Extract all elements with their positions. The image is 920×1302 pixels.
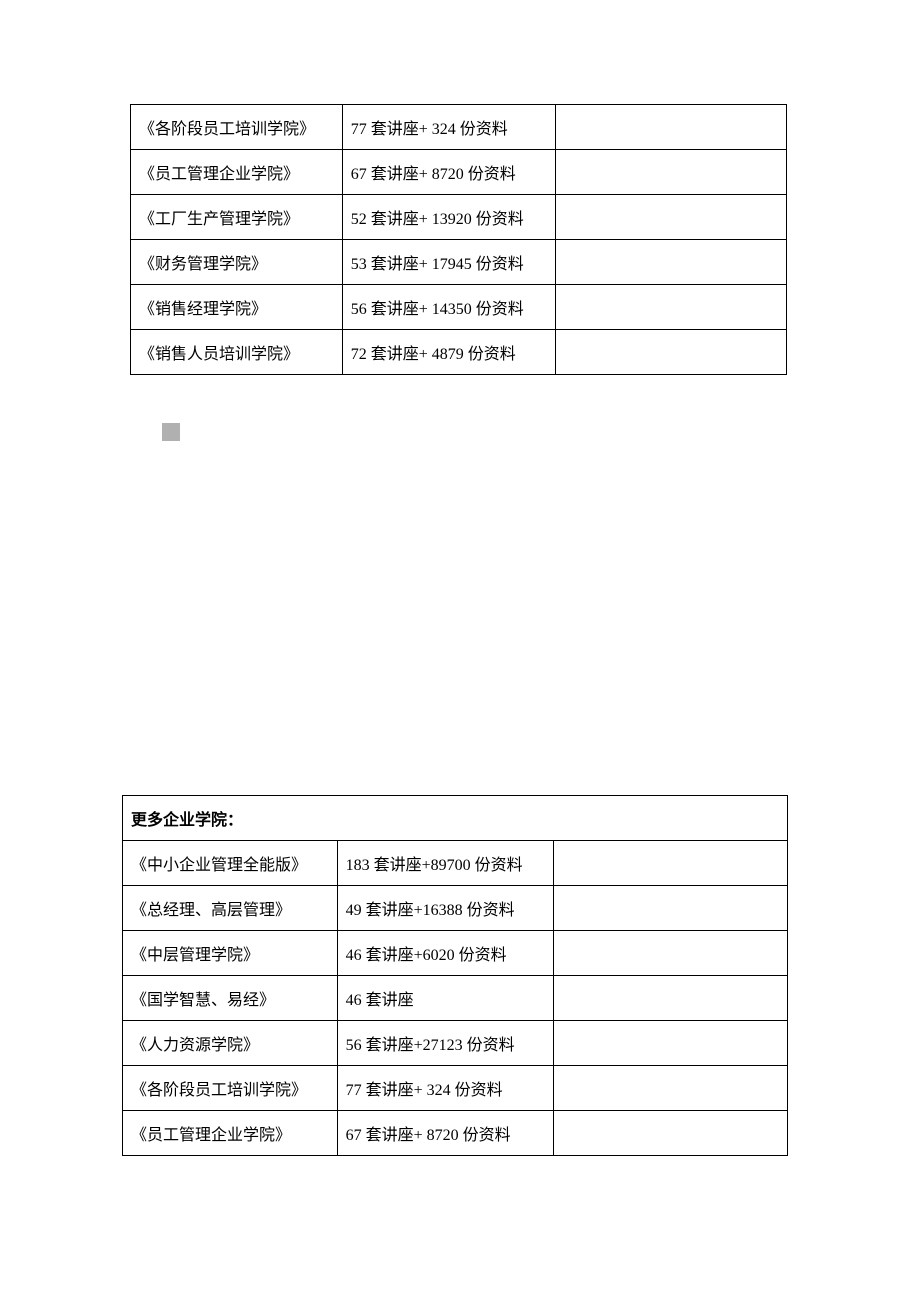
table-row: 《员工管理企业学院》 67 套讲座+ 8720 份资料 [123, 1111, 788, 1156]
table-row: 《中小企业管理全能版》 183 套讲座+89700 份资料 [123, 841, 788, 886]
course-table-1: 《各阶段员工培训学院》 77 套讲座+ 324 份资料 《员工管理企业学院》 6… [130, 104, 787, 375]
course-extra-cell [554, 886, 788, 931]
table-1-body: 《各阶段员工培训学院》 77 套讲座+ 324 份资料 《员工管理企业学院》 6… [131, 105, 787, 375]
course-extra-cell [556, 150, 787, 195]
course-content-cell: 53 套讲座+ 17945 份资料 [342, 240, 556, 285]
square-marker-icon [162, 423, 180, 441]
course-extra-cell [554, 1111, 788, 1156]
table-row: 《员工管理企业学院》 67 套讲座+ 8720 份资料 [131, 150, 787, 195]
table-row: 《国学智慧、易经》 46 套讲座 [123, 976, 788, 1021]
course-name-cell: 《销售经理学院》 [131, 285, 343, 330]
course-extra-cell [554, 976, 788, 1021]
course-name-cell: 《销售人员培训学院》 [131, 330, 343, 375]
course-extra-cell [556, 330, 787, 375]
course-extra-cell [556, 195, 787, 240]
course-content-cell: 77 套讲座+ 324 份资料 [337, 1066, 554, 1111]
table-row: 《人力资源学院》 56 套讲座+27123 份资料 [123, 1021, 788, 1066]
course-name-cell: 《国学智慧、易经》 [123, 976, 338, 1021]
course-content-cell: 72 套讲座+ 4879 份资料 [342, 330, 556, 375]
course-content-cell: 56 套讲座+ 14350 份资料 [342, 285, 556, 330]
table-2-container: 更多企业学院： 《中小企业管理全能版》 183 套讲座+89700 份资料 《总… [122, 795, 788, 1156]
course-content-cell: 49 套讲座+16388 份资料 [337, 886, 554, 931]
table-row: 《销售经理学院》 56 套讲座+ 14350 份资料 [131, 285, 787, 330]
table-2-body: 更多企业学院： 《中小企业管理全能版》 183 套讲座+89700 份资料 《总… [123, 796, 788, 1156]
course-extra-cell [554, 1021, 788, 1066]
course-content-cell: 56 套讲座+27123 份资料 [337, 1021, 554, 1066]
course-name-cell: 《员工管理企业学院》 [123, 1111, 338, 1156]
course-name-cell: 《中层管理学院》 [123, 931, 338, 976]
table-row: 《销售人员培训学院》 72 套讲座+ 4879 份资料 [131, 330, 787, 375]
course-content-cell: 183 套讲座+89700 份资料 [337, 841, 554, 886]
course-extra-cell [554, 931, 788, 976]
table-row: 《各阶段员工培训学院》 77 套讲座+ 324 份资料 [123, 1066, 788, 1111]
course-extra-cell [556, 240, 787, 285]
course-content-cell: 46 套讲座+6020 份资料 [337, 931, 554, 976]
course-name-cell: 《财务管理学院》 [131, 240, 343, 285]
course-name-cell: 《各阶段员工培训学院》 [131, 105, 343, 150]
course-content-cell: 67 套讲座+ 8720 份资料 [342, 150, 556, 195]
course-extra-cell [554, 841, 788, 886]
course-extra-cell [556, 285, 787, 330]
course-name-cell: 《工厂生产管理学院》 [131, 195, 343, 240]
course-extra-cell [556, 105, 787, 150]
table-row: 《工厂生产管理学院》 52 套讲座+ 13920 份资料 [131, 195, 787, 240]
course-content-cell: 46 套讲座 [337, 976, 554, 1021]
table-1-container: 《各阶段员工培训学院》 77 套讲座+ 324 份资料 《员工管理企业学院》 6… [130, 104, 787, 375]
table-row: 《中层管理学院》 46 套讲座+6020 份资料 [123, 931, 788, 976]
course-name-cell: 《中小企业管理全能版》 [123, 841, 338, 886]
course-name-cell: 《员工管理企业学院》 [131, 150, 343, 195]
course-table-2: 更多企业学院： 《中小企业管理全能版》 183 套讲座+89700 份资料 《总… [122, 795, 788, 1156]
table-header-cell: 更多企业学院： [123, 796, 788, 841]
course-content-cell: 67 套讲座+ 8720 份资料 [337, 1111, 554, 1156]
course-name-cell: 《总经理、高层管理》 [123, 886, 338, 931]
table-row: 《总经理、高层管理》 49 套讲座+16388 份资料 [123, 886, 788, 931]
table-row: 《财务管理学院》 53 套讲座+ 17945 份资料 [131, 240, 787, 285]
course-name-cell: 《人力资源学院》 [123, 1021, 338, 1066]
course-extra-cell [554, 1066, 788, 1111]
table-row: 《各阶段员工培训学院》 77 套讲座+ 324 份资料 [131, 105, 787, 150]
course-content-cell: 77 套讲座+ 324 份资料 [342, 105, 556, 150]
table-header-row: 更多企业学院： [123, 796, 788, 841]
course-name-cell: 《各阶段员工培训学院》 [123, 1066, 338, 1111]
course-content-cell: 52 套讲座+ 13920 份资料 [342, 195, 556, 240]
